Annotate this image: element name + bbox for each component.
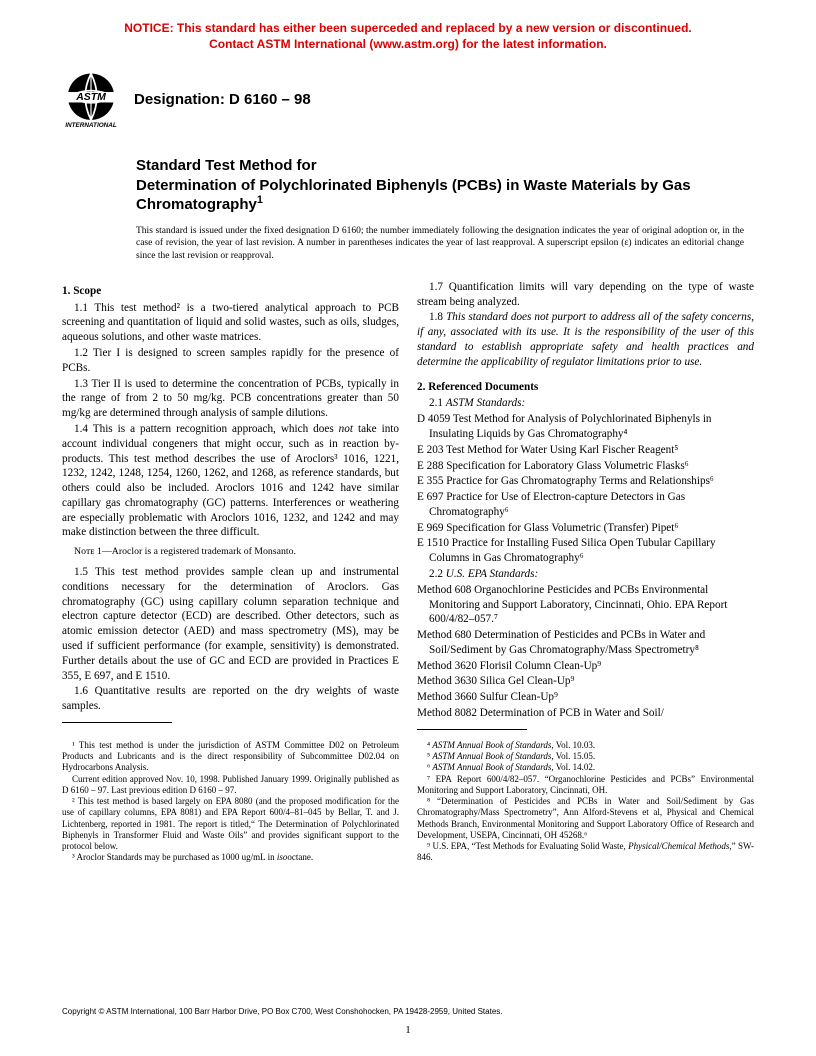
footnote-rule-right (417, 729, 527, 730)
ref-e1510: E 1510 Practice for Installing Fused Sil… (417, 536, 754, 566)
footnote-4: ⁴ ASTM Annual Book of Standards, Vol. 10… (417, 740, 754, 751)
footnote-5: ⁵ ASTM Annual Book of Standards, Vol. 15… (417, 751, 754, 762)
note-1: Nᴏᴛᴇ 1—Aroclor is a registered trademark… (62, 546, 399, 559)
ref-e203: E 203 Test Method for Water Using Karl F… (417, 443, 754, 458)
footnote-1b: Current edition approved Nov. 10, 1998. … (62, 774, 399, 797)
body-columns: 1. Scope 1.1 This test method² is a two-… (62, 280, 754, 734)
copyright-line: Copyright © ASTM International, 100 Barr… (62, 1007, 503, 1016)
footnote-2: ² This test method is based largely on E… (62, 796, 399, 852)
notice-line-1: NOTICE: This standard has either been su… (62, 20, 754, 36)
title-line-2: Determination of Polychlorinated Bipheny… (136, 176, 754, 215)
footnotes-left: ¹ This test method is under the jurisdic… (62, 740, 399, 864)
ref-m3620: Method 3620 Florisil Column Clean-Up⁹ (417, 659, 754, 674)
para-1-5: 1.5 This test method provides sample cle… (62, 565, 399, 683)
footnotes-right: ⁴ ASTM Annual Book of Standards, Vol. 10… (417, 740, 754, 864)
right-column: 1.7 Quantification limits will vary depe… (417, 280, 754, 734)
ref-m3630: Method 3630 Silica Gel Clean-Up⁹ (417, 674, 754, 689)
para-1-1: 1.1 This test method² is a two-tiered an… (62, 301, 399, 345)
designation: Designation: D 6160 – 98 (134, 91, 311, 108)
left-column: 1. Scope 1.1 This test method² is a two-… (62, 280, 399, 734)
ref-e288: E 288 Specification for Laboratory Glass… (417, 459, 754, 474)
footnote-6: ⁶ ASTM Annual Book of Standards, Vol. 14… (417, 762, 754, 773)
para-1-7: 1.7 Quantification limits will vary depe… (417, 280, 754, 310)
footnote-rule-left (62, 722, 172, 723)
ref-e697: E 697 Practice for Use of Electron-captu… (417, 490, 754, 520)
ref-m8082: Method 8082 Determination of PCB in Wate… (417, 706, 754, 721)
para-2-1: 2.1 ASTM Standards: (417, 396, 754, 411)
scope-heading: 1. Scope (62, 284, 399, 299)
ref-m3660: Method 3660 Sulfur Clean-Up⁹ (417, 690, 754, 705)
svg-text:ASTM: ASTM (75, 93, 106, 104)
footnote-8: ⁸ “Determination of Pesticides and PCBs … (417, 796, 754, 841)
ref-d4059: D 4059 Test Method for Analysis of Polyc… (417, 412, 754, 442)
ref-m680: Method 680 Determination of Pesticides a… (417, 628, 754, 658)
para-1-8: 1.8 This standard does not purport to ad… (417, 310, 754, 369)
para-1-4: 1.4 This is a pattern recognition approa… (62, 422, 399, 540)
para-1-3: 1.3 Tier II is used to determine the con… (62, 377, 399, 421)
notice-line-2: Contact ASTM International (www.astm.org… (62, 36, 754, 52)
ref-m608: Method 608 Organochlorine Pesticides and… (417, 583, 754, 627)
issuance-note: This standard is issued under the fixed … (136, 225, 754, 262)
footnote-7: ⁷ EPA Report 600/4/82–057. “Organochlori… (417, 774, 754, 797)
ref-e969: E 969 Specification for Glass Volumetric… (417, 521, 754, 536)
refs-heading: 2. Referenced Documents (417, 380, 754, 395)
footnotes-row: ¹ This test method is under the jurisdic… (62, 740, 754, 864)
footnote-1: ¹ This test method is under the jurisdic… (62, 740, 399, 774)
notice-banner: NOTICE: This standard has either been su… (62, 20, 754, 52)
title-line-1: Standard Test Method for (136, 156, 754, 176)
para-2-2: 2.2 U.S. EPA Standards: (417, 567, 754, 582)
para-1-2: 1.2 Tier I is designed to screen samples… (62, 346, 399, 376)
page: NOTICE: This standard has either been su… (0, 0, 816, 1056)
page-number: 1 (0, 1024, 816, 1036)
astm-logo-icon: ASTM INTERNATIONAL (62, 70, 120, 128)
para-1-6: 1.6 Quantitative results are reported on… (62, 684, 399, 714)
title-block: Standard Test Method for Determination o… (136, 156, 754, 215)
header-row: ASTM INTERNATIONAL Designation: D 6160 –… (62, 70, 754, 128)
footnote-9: ⁹ U.S. EPA, “Test Methods for Evaluating… (417, 841, 754, 864)
footnote-3: ³ Aroclor Standards may be purchased as … (62, 852, 399, 863)
ref-e355: E 355 Practice for Gas Chromatography Te… (417, 474, 754, 489)
svg-text:INTERNATIONAL: INTERNATIONAL (65, 122, 117, 128)
